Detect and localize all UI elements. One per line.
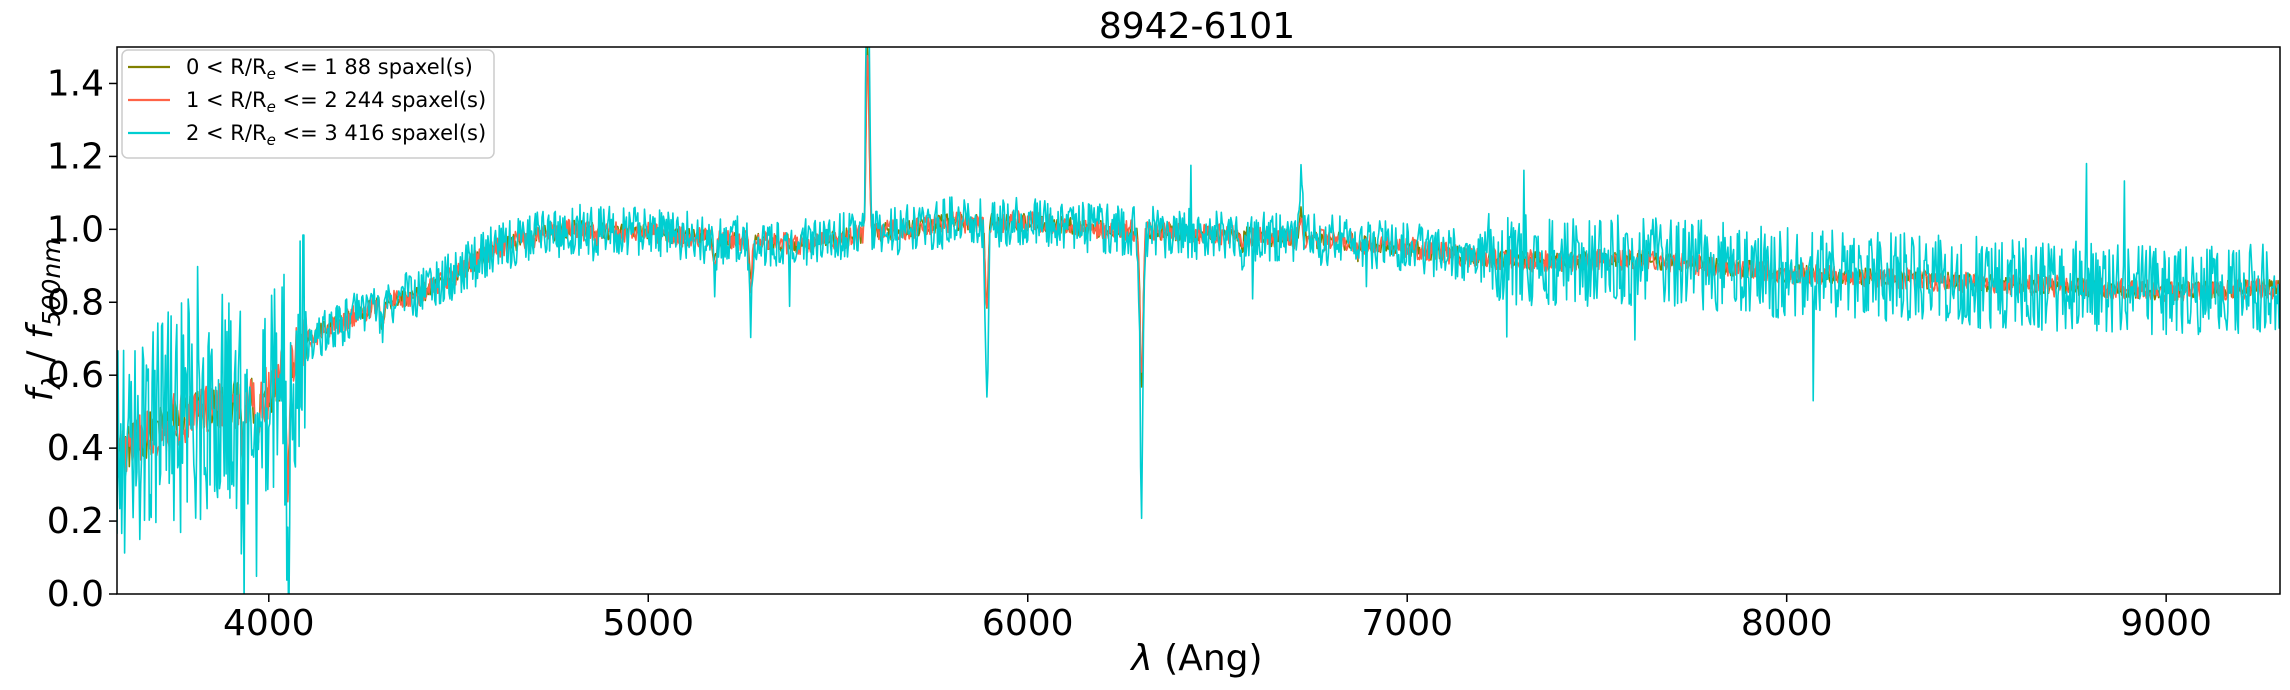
legend: 0 < R/Re <= 1 88 spaxel(s) 1 < R/Re <= 2 …	[121, 49, 495, 159]
series-layer	[117, 47, 2280, 594]
x-tick-label: 7000	[1361, 603, 1453, 644]
y-tick-label: 0.0	[47, 574, 104, 615]
legend-label-3: 2 < R/Re <= 3 416 spaxel(s)	[186, 121, 486, 149]
y-axis: 0.0 0.2 0.4 0.6 0.8 1.0 1.2 1.4	[47, 63, 117, 615]
y-tick-label: 1.4	[47, 63, 104, 104]
x-tick-label: 4000	[223, 603, 315, 644]
chart-title: 8942-6101	[1099, 6, 1295, 47]
y-tick-label: 1.2	[47, 136, 104, 177]
legend-box	[121, 49, 495, 159]
y-tick-label: 0.6	[47, 355, 104, 396]
y-tick-label: 1.0	[47, 209, 104, 250]
y-tick-label: 0.8	[47, 282, 104, 323]
x-tick-label: 9000	[2120, 603, 2212, 644]
x-axis-title: λ (Ang)	[1129, 638, 1262, 679]
x-tick-label: 8000	[1741, 603, 1833, 644]
legend-label-1: 0 < R/Re <= 1 88 spaxel(s)	[186, 55, 473, 83]
x-tick-label: 6000	[982, 603, 1074, 644]
x-axis: 4000 5000 6000 7000 8000 9000	[223, 594, 2212, 644]
series-line-3	[117, 47, 2280, 594]
legend-label-2: 1 < R/Re <= 2 244 spaxel(s)	[186, 88, 486, 116]
y-tick-label: 0.2	[47, 501, 104, 542]
plot-frame	[116, 46, 2281, 595]
x-tick-label: 5000	[602, 603, 694, 644]
y-tick-label: 0.4	[47, 428, 104, 469]
y-axis-title: fλ / f500nm	[20, 238, 66, 401]
